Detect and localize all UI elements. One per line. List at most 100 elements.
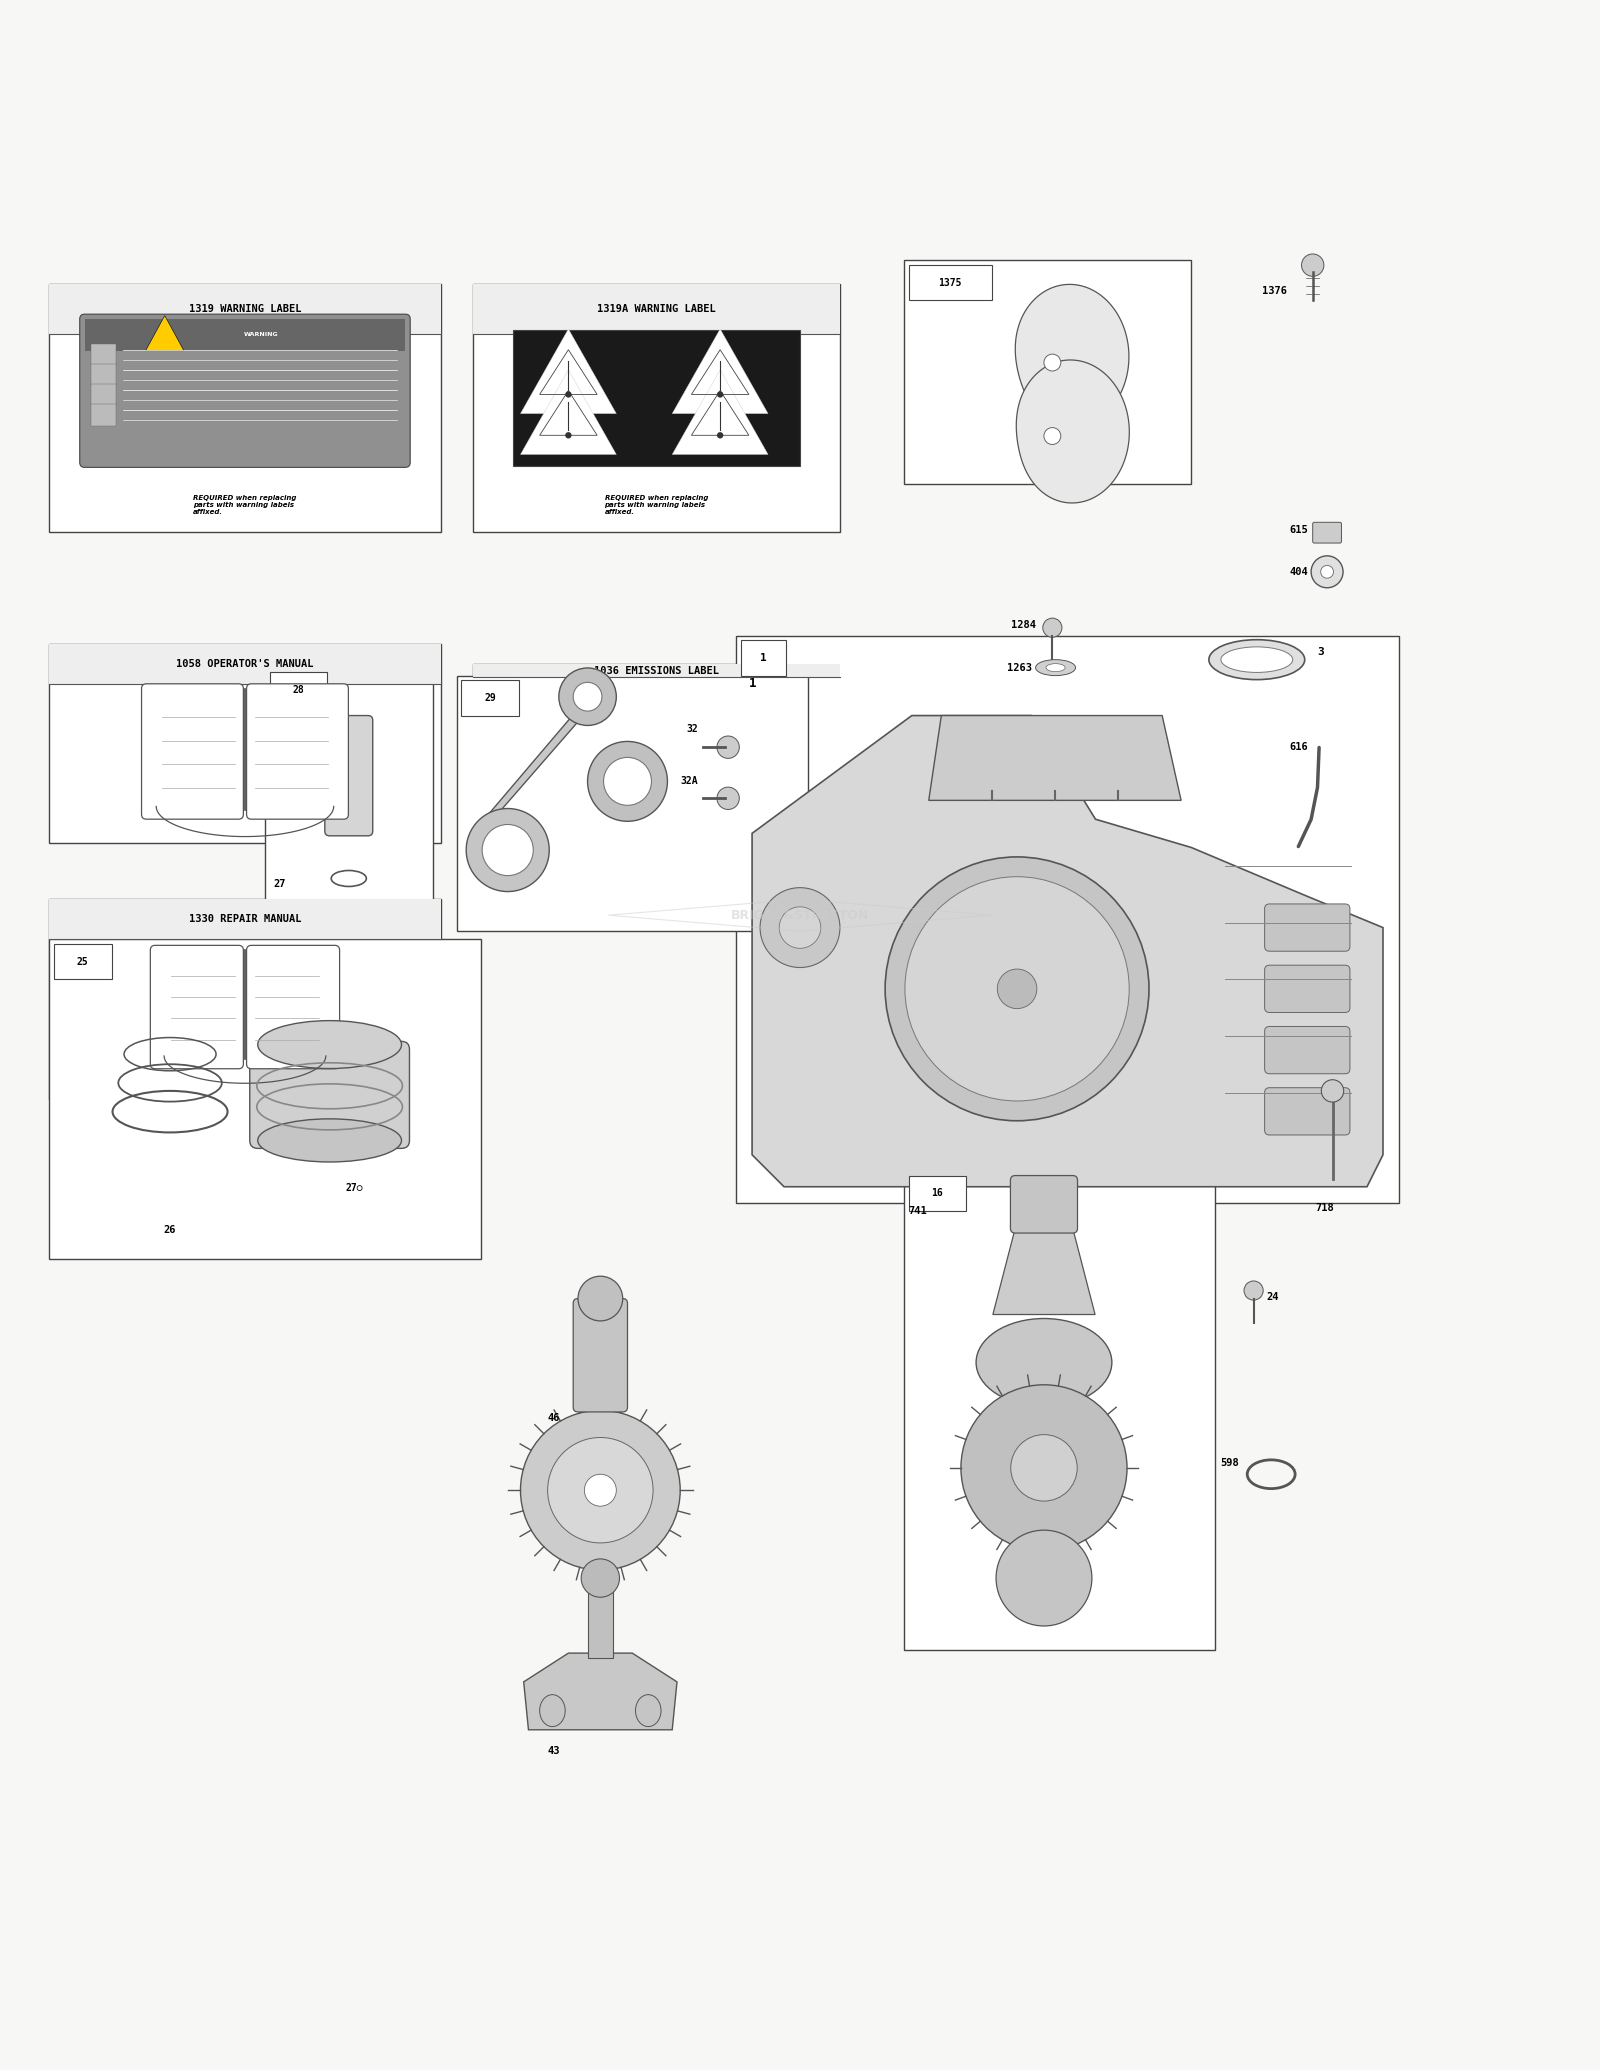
FancyBboxPatch shape <box>246 683 349 820</box>
Bar <box>270 673 328 708</box>
Text: 25: 25 <box>77 956 88 967</box>
Circle shape <box>578 1277 622 1321</box>
FancyBboxPatch shape <box>250 1041 410 1149</box>
Text: 27○: 27○ <box>346 1184 363 1192</box>
Polygon shape <box>520 329 616 414</box>
Text: 1036 EMISSIONS LABEL: 1036 EMISSIONS LABEL <box>594 667 718 675</box>
Text: BRIGGS&STRATTON: BRIGGS&STRATTON <box>731 909 869 921</box>
Circle shape <box>520 1410 680 1569</box>
Circle shape <box>885 857 1149 1120</box>
Text: 598: 598 <box>1221 1457 1240 1468</box>
Text: 16: 16 <box>931 1188 944 1199</box>
Ellipse shape <box>976 1319 1112 1406</box>
Text: 32A: 32A <box>680 776 698 785</box>
Bar <box>472 664 840 729</box>
Circle shape <box>1043 354 1061 371</box>
Circle shape <box>997 1530 1091 1625</box>
Bar <box>472 664 840 677</box>
Text: 404: 404 <box>1290 567 1307 578</box>
Bar <box>50 644 440 683</box>
FancyBboxPatch shape <box>1264 1027 1350 1074</box>
Text: REQUIRED when replacing
parts with warning labels
affixed.: REQUIRED when replacing parts with warni… <box>605 495 707 515</box>
Text: 26: 26 <box>163 1225 176 1234</box>
Text: 28: 28 <box>293 685 304 696</box>
Text: 32: 32 <box>686 724 698 735</box>
Text: 1: 1 <box>749 677 757 689</box>
Bar <box>741 640 786 675</box>
Ellipse shape <box>1035 660 1075 675</box>
Ellipse shape <box>1221 646 1293 673</box>
Circle shape <box>1245 1281 1262 1300</box>
Bar <box>909 265 992 300</box>
Text: 3: 3 <box>1317 646 1325 656</box>
Bar <box>85 319 405 350</box>
Circle shape <box>584 1474 616 1507</box>
Circle shape <box>565 433 571 439</box>
Circle shape <box>547 1437 653 1542</box>
Polygon shape <box>146 315 184 350</box>
Polygon shape <box>752 716 1382 1186</box>
Text: 616: 616 <box>1290 743 1307 753</box>
FancyBboxPatch shape <box>1011 1176 1077 1234</box>
FancyBboxPatch shape <box>1264 1087 1350 1134</box>
Ellipse shape <box>635 1695 661 1726</box>
Circle shape <box>1043 619 1062 638</box>
Circle shape <box>581 1559 619 1598</box>
Polygon shape <box>475 702 595 830</box>
Ellipse shape <box>258 1021 402 1068</box>
FancyBboxPatch shape <box>573 1298 627 1412</box>
Circle shape <box>717 737 739 758</box>
Bar <box>736 635 1398 1203</box>
Polygon shape <box>1016 284 1130 426</box>
Circle shape <box>906 878 1130 1101</box>
Bar <box>50 284 440 333</box>
Text: 24: 24 <box>1266 1292 1278 1302</box>
Bar <box>50 898 440 940</box>
Circle shape <box>717 391 723 397</box>
Text: 1330 REPAIR MANUAL: 1330 REPAIR MANUAL <box>189 915 301 923</box>
Circle shape <box>760 888 840 967</box>
Circle shape <box>1043 428 1061 445</box>
Circle shape <box>1011 1435 1077 1501</box>
Circle shape <box>717 433 723 439</box>
FancyBboxPatch shape <box>1312 522 1341 542</box>
Circle shape <box>482 824 533 876</box>
Polygon shape <box>520 371 616 455</box>
Circle shape <box>466 809 549 892</box>
Circle shape <box>565 391 571 397</box>
Bar <box>91 404 117 426</box>
Text: 27: 27 <box>274 880 285 888</box>
Bar <box>91 364 117 387</box>
Text: 1284: 1284 <box>1011 619 1037 629</box>
Ellipse shape <box>258 1120 402 1161</box>
Circle shape <box>1320 565 1333 578</box>
Bar <box>461 681 518 716</box>
Bar <box>472 284 840 333</box>
Bar <box>456 675 808 932</box>
Circle shape <box>779 907 821 948</box>
Ellipse shape <box>1046 664 1066 671</box>
Text: WARNING: WARNING <box>243 333 278 337</box>
Bar <box>472 284 840 532</box>
Text: 1319 WARNING LABEL: 1319 WARNING LABEL <box>189 304 301 315</box>
FancyBboxPatch shape <box>1264 905 1350 952</box>
Bar <box>91 344 117 366</box>
Bar <box>587 1577 613 1658</box>
Bar <box>50 644 440 842</box>
Text: 1319A WARNING LABEL: 1319A WARNING LABEL <box>597 304 715 315</box>
Circle shape <box>603 758 651 805</box>
Ellipse shape <box>1210 640 1304 679</box>
Text: 1375: 1375 <box>938 277 962 288</box>
FancyBboxPatch shape <box>325 716 373 836</box>
Text: 718: 718 <box>1315 1203 1334 1213</box>
Bar <box>50 898 440 1099</box>
Polygon shape <box>1016 360 1130 503</box>
Bar <box>266 669 432 932</box>
Text: 615: 615 <box>1290 526 1307 536</box>
Text: 741: 741 <box>909 1207 928 1215</box>
Text: 46: 46 <box>547 1414 560 1424</box>
Circle shape <box>1322 1081 1344 1101</box>
Polygon shape <box>928 716 1181 801</box>
FancyBboxPatch shape <box>1264 965 1350 1012</box>
Bar <box>904 261 1192 484</box>
